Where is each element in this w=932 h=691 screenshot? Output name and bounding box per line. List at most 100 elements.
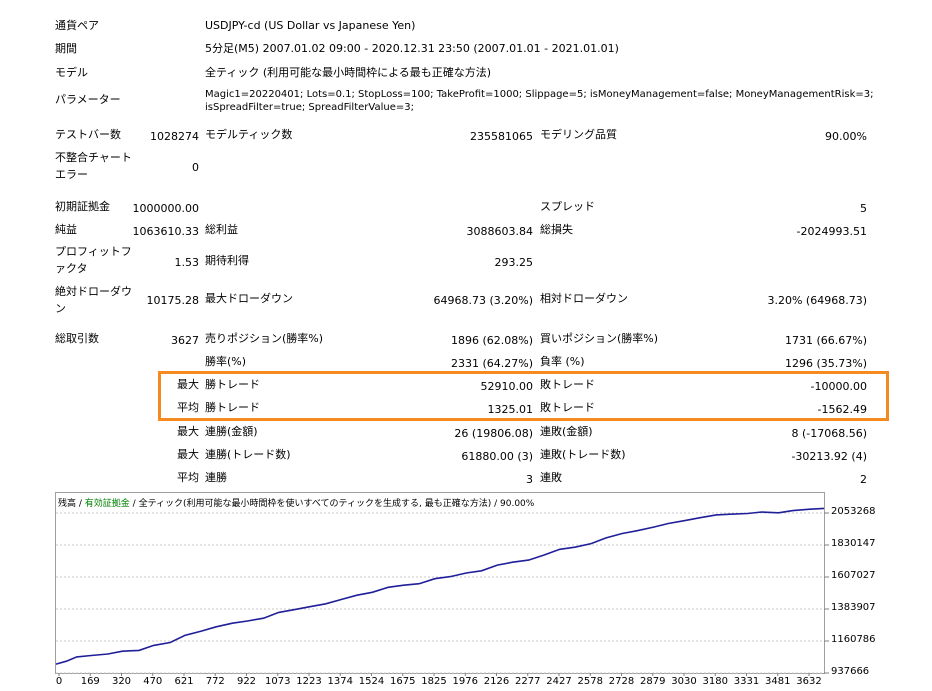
x-tick-label: 3331	[733, 676, 760, 687]
balance-graph	[55, 492, 825, 674]
period-value: 5分足(M5) 2007.01.02 09:00 - 2020.12.31 23…	[205, 42, 619, 55]
bars-label: テストバー数	[55, 128, 121, 141]
quality-label: モデリング品質	[540, 128, 617, 141]
legend-separator: /	[76, 499, 85, 509]
gross-loss-label: 総損失	[540, 223, 573, 236]
max-consecutive-profit-value: 61880.00 (3)	[461, 450, 533, 463]
avg-consecutive-wins-label: 連勝	[205, 471, 227, 484]
trades-label: 総取引数	[55, 332, 99, 345]
x-tick-label: 1524	[358, 676, 385, 687]
model-label: モデル	[55, 66, 88, 79]
x-tick-label: 1825	[421, 676, 447, 687]
win-rate-label: 勝率(%)	[205, 355, 247, 368]
gross-loss-value: -2024993.51	[796, 225, 867, 238]
max-consecutive-wins-value: 26 (19806.08)	[454, 427, 533, 440]
bars-value: 1028274	[150, 130, 199, 143]
mismatch-value: 0	[192, 161, 199, 174]
y-tick-label: 937666	[831, 666, 870, 677]
x-tick-label: 2427	[546, 676, 572, 687]
average-loss-label: 敗トレード	[540, 401, 595, 414]
x-tick-label: 772	[205, 676, 225, 687]
win-rate-value: 2331 (64.27%)	[450, 357, 533, 370]
rel-drawdown-value: 3.20% (64968.73)	[767, 294, 867, 307]
y-tick-label: 1160786	[831, 634, 876, 645]
long-positions-value: 1731 (66.67%)	[784, 334, 867, 347]
legend-separator: /	[129, 499, 139, 509]
y-tick-label: 2053268	[831, 506, 876, 517]
profit-factor-label-1: プロフィットフ	[55, 245, 132, 258]
gross-profit-label: 総利益	[205, 223, 238, 236]
avg-consecutive-losses-label: 連敗	[540, 471, 562, 484]
x-tick-label: 1223	[296, 676, 322, 687]
symbol-value: USDJPY-cd (US Dollar vs Japanese Yen)	[205, 19, 416, 32]
deposit-value: 1000000.00	[132, 202, 199, 215]
x-tick-label: 3632	[796, 676, 822, 687]
ticks-label: モデルティック数	[205, 128, 293, 141]
legend-equity: 有効証拠金	[84, 499, 130, 509]
deposit-label: 初期証拠金	[55, 200, 110, 213]
spread-value: 5	[860, 202, 867, 215]
trades-value: 3627	[171, 334, 199, 347]
rel-drawdown-label: 相対ドローダウン	[540, 292, 628, 305]
mismatch-label-1: 不整合チャート	[55, 151, 132, 164]
spread-label: スプレッド	[540, 200, 595, 213]
abs-drawdown-label-1: 絶対ドローダウ	[55, 285, 132, 298]
y-tick-label: 1830147	[831, 538, 876, 549]
gross-profit-value: 3088603.84	[466, 225, 533, 238]
x-tick-label: 1976	[452, 676, 478, 687]
legend-separator: /	[491, 499, 501, 509]
expected-payoff-value: 293.25	[494, 256, 534, 269]
net-label: 純益	[55, 223, 77, 236]
x-tick-label: 1374	[327, 676, 353, 687]
avg-consecutive-losses-value: 2	[860, 473, 867, 486]
avg-consecutive-prefix: 平均	[177, 471, 199, 484]
graph-legend: 残高 / 有効証拠金 / 全ティック(利用可能な最小時間枠を使いすべてのティック…	[58, 496, 534, 509]
abs-drawdown-label-2: ン	[55, 302, 66, 315]
largest-loss-label: 敗トレード	[540, 378, 595, 391]
legend-quality: 90.00%	[500, 499, 535, 509]
max-consecutive-prefix: 最大	[177, 425, 199, 438]
max-consecutive-profit-prefix: 最大	[177, 448, 199, 461]
symbol-label: 通貨ペア	[55, 19, 99, 32]
average-loss-value: -1562.49	[817, 403, 867, 416]
short-positions-label: 売りポジション(勝率%)	[205, 332, 324, 345]
max-drawdown-value: 64968.73 (3.20%)	[433, 294, 533, 307]
largest-win-value: 52910.00	[480, 380, 534, 393]
max-consecutive-loss-amount-label: 連敗(トレード数)	[540, 448, 626, 461]
x-tick-label: 0	[55, 676, 63, 687]
expected-payoff-label: 期待利得	[205, 254, 249, 267]
ticks-value: 235581065	[470, 130, 533, 143]
x-tick-label: 2578	[577, 676, 603, 687]
largest-loss-value: -10000.00	[810, 380, 867, 393]
period-label: 期間	[55, 42, 77, 55]
largest-win-label: 勝トレード	[205, 378, 260, 391]
max-drawdown-label: 最大ドローダウン	[205, 292, 293, 305]
x-tick-label: 3180	[702, 676, 728, 687]
long-positions-label: 買いポジション(勝率%)	[540, 332, 659, 345]
params-line2: isSpreadFilter=true; SpreadFilterValue=3…	[205, 102, 414, 113]
average-prefix: 平均	[177, 401, 199, 414]
loss-rate-value: 1296 (35.73%)	[784, 357, 867, 370]
x-tick-label: 2728	[608, 676, 635, 687]
x-tick-label: 2277	[515, 676, 541, 687]
largest-prefix: 最大	[177, 378, 199, 391]
avg-consecutive-wins-value: 3	[526, 473, 533, 486]
x-tick-label: 470	[143, 676, 163, 687]
net-value: 1063610.33	[132, 225, 199, 238]
average-win-label: 勝トレード	[205, 401, 260, 414]
balance-series-line	[55, 507, 825, 665]
x-tick-label: 320	[111, 676, 132, 687]
y-tick-label: 1607027	[831, 570, 876, 581]
y-tick-label: 1383907	[831, 602, 876, 613]
loss-rate-label: 負率 (%)	[540, 355, 585, 368]
x-tick-label: 1675	[390, 676, 416, 687]
legend-balance: 残高	[58, 499, 77, 509]
max-consecutive-losses-label: 連敗(金額)	[540, 425, 593, 438]
profit-factor-label-2: ァクタ	[55, 262, 88, 275]
max-consecutive-losses-value: 8 (-17068.56)	[791, 427, 867, 440]
x-tick-label: 621	[174, 676, 194, 687]
x-tick-label: 1073	[265, 676, 291, 687]
x-tick-label: 169	[80, 676, 100, 687]
average-win-value: 1325.01	[487, 403, 534, 416]
